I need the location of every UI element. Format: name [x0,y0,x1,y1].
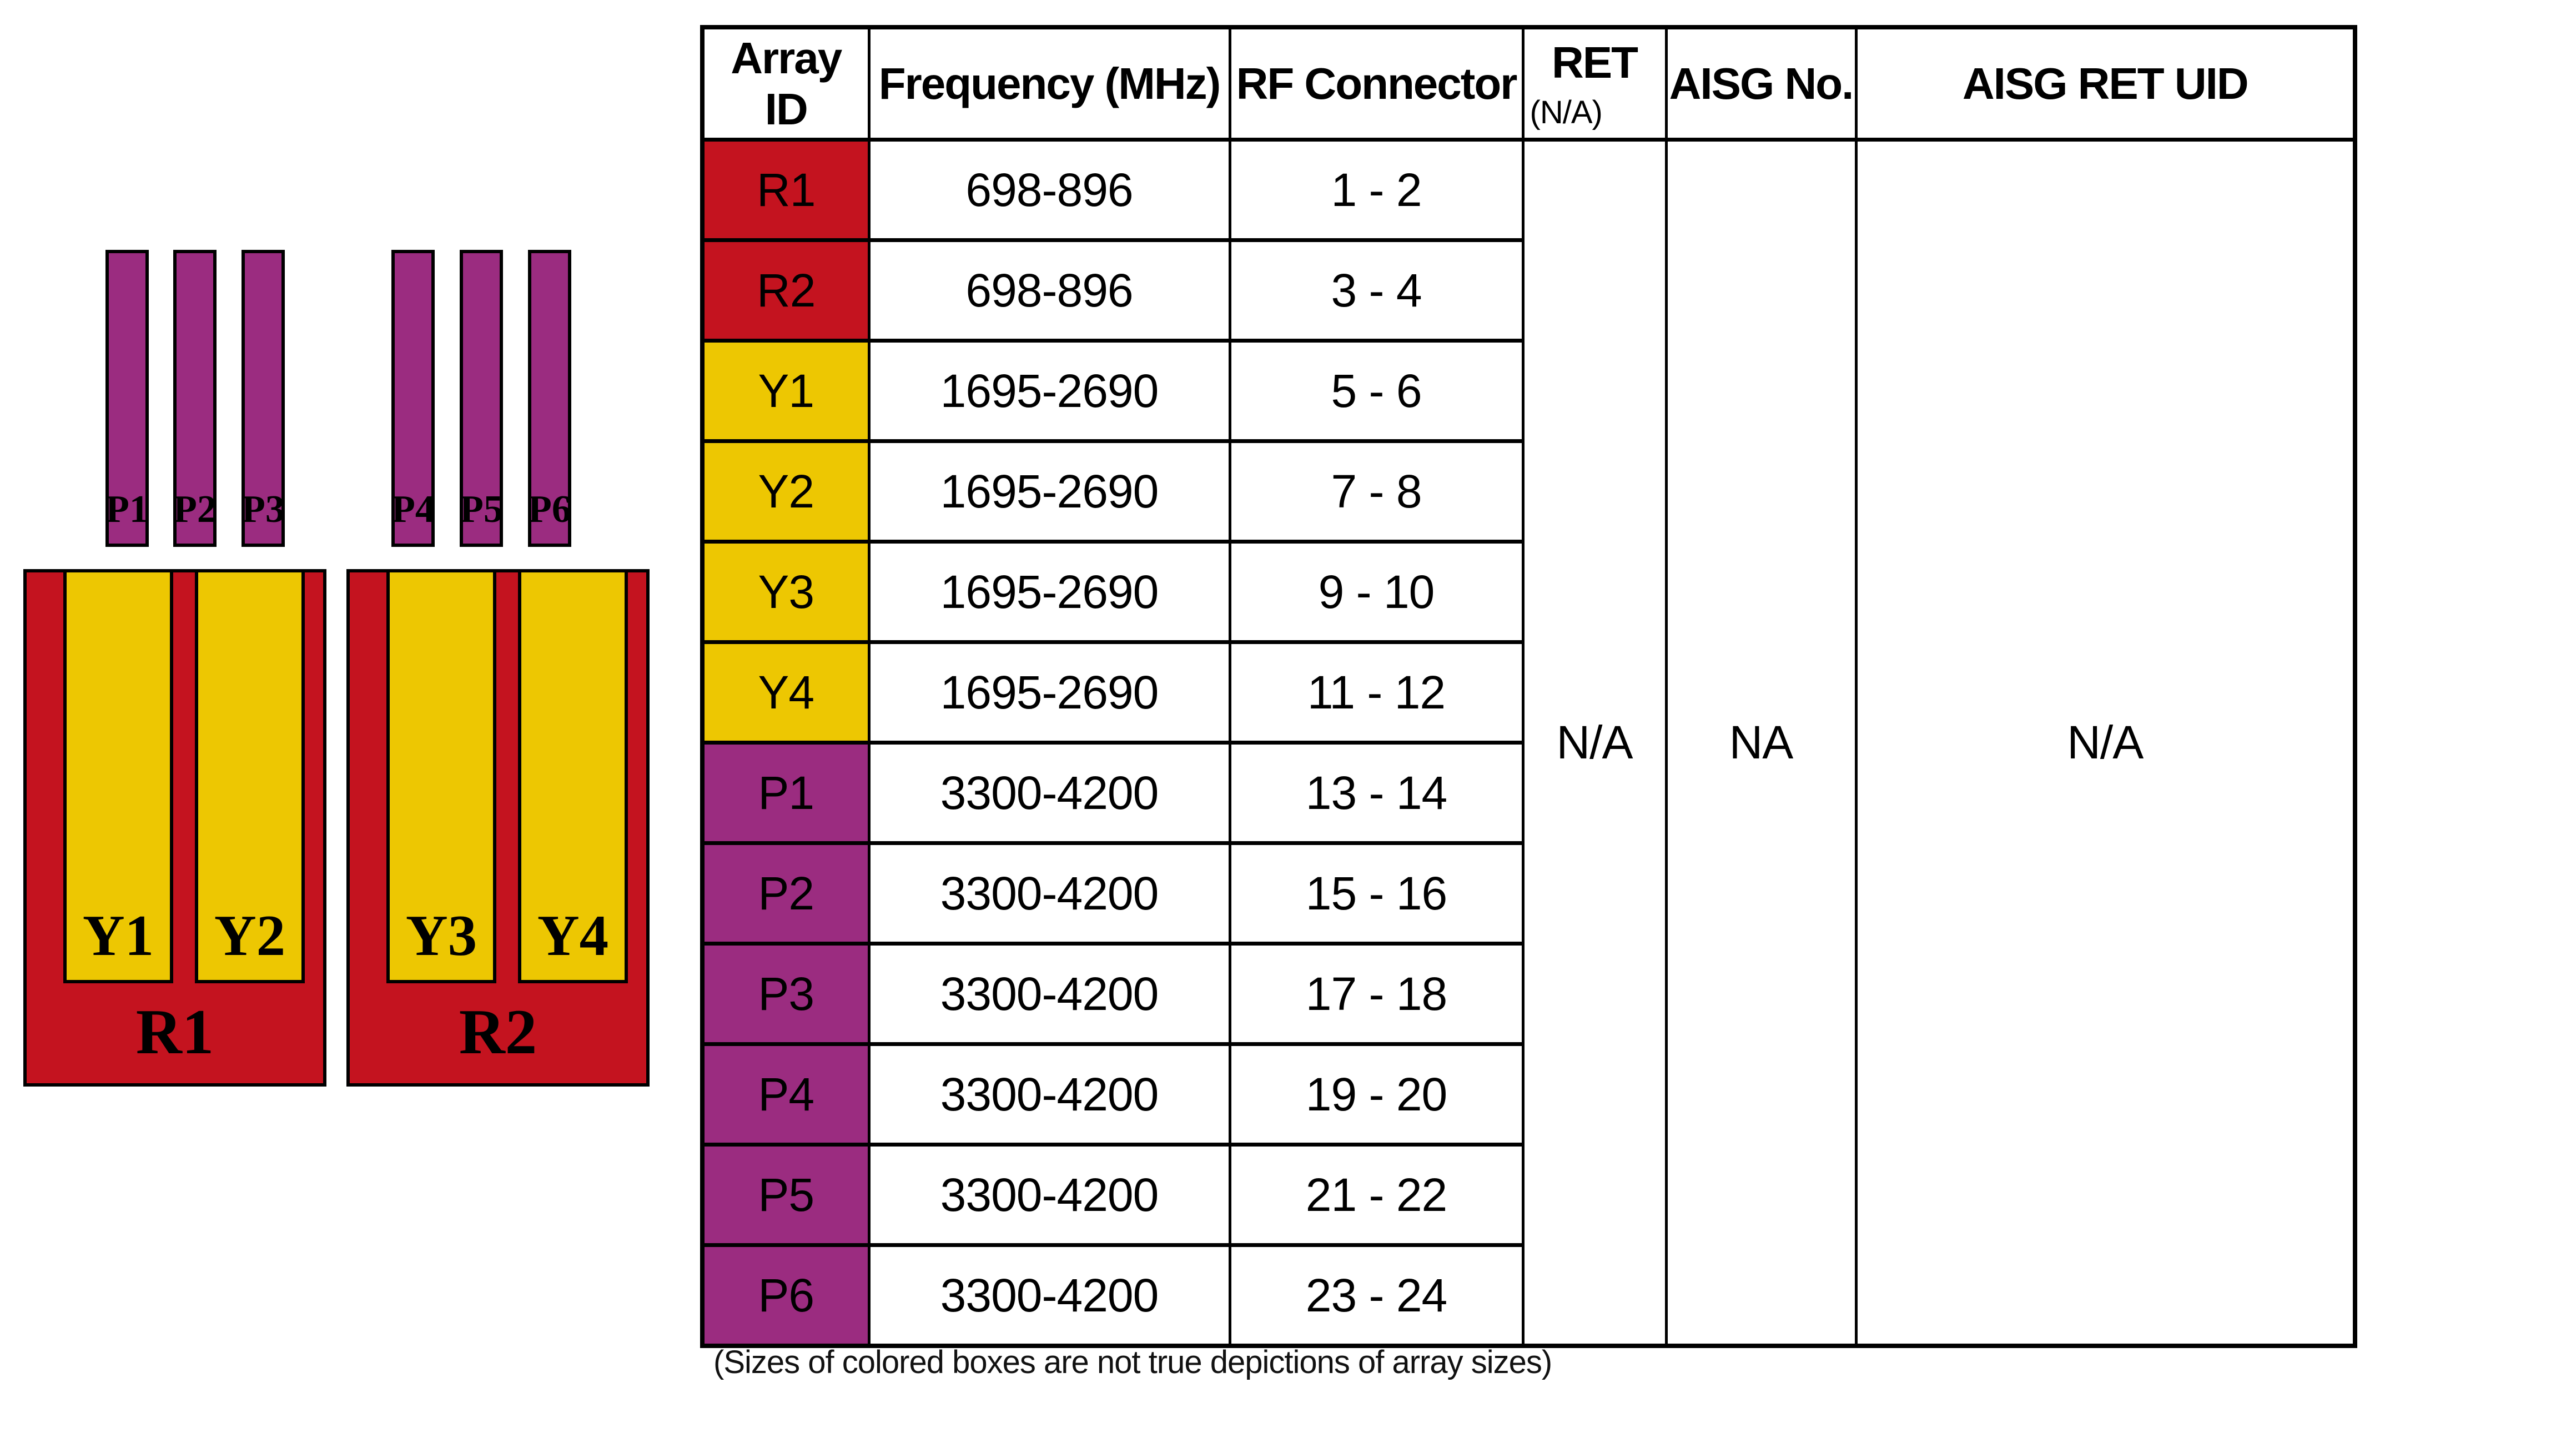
array-label-y4: Y4 [537,903,609,968]
header-array-id: Array ID [701,25,871,142]
cell-rf-connector: 7 - 8 [1228,439,1525,544]
array-label-p1: P1 [105,488,149,531]
cell-rf-connector: 19 - 20 [1228,1042,1525,1147]
array-box-p6: P6 [528,250,571,547]
cell-array-id: R2 [701,238,871,343]
array-box-y1: Y1 [63,572,173,983]
array-box-y2: Y2 [195,572,305,983]
array-box-p3: P3 [242,250,285,547]
cell-frequency: 3300-4200 [867,1042,1231,1147]
table-row: R1 698-896 1 - 2 N/A NA N/A [701,138,2357,1348]
header-ret-subtitle: (N/A) [1530,94,1603,130]
table-row: P5 3300-4200 21 - 22 [701,1143,2355,1247]
table-row: P3 3300-4200 17 - 18 [701,942,2355,1046]
cell-array-id: P3 [701,942,871,1046]
figure-caption: (Sizes of colored boxes are not true dep… [713,1344,1552,1380]
cell-rf-connector: 9 - 10 [1228,540,1525,644]
header-frequency: Frequency (MHz) [867,25,1231,142]
antenna-array-diagram: P1 P2 P3 P4 P5 P6 Y1 Y2 R1 Y3 [0,0,694,1166]
array-box-y4: Y4 [518,572,628,983]
cell-rf-connector: 3 - 4 [1228,238,1525,343]
cell-frequency: 698-896 [867,238,1231,343]
array-box-p1: P1 [105,250,149,547]
cell-array-id: P6 [701,1243,871,1348]
cell-rf-connector: 15 - 16 [1228,841,1525,946]
array-box-p5: P5 [460,250,503,547]
array-label-r2: R2 [459,996,537,1067]
cell-array-id: R1 [701,138,871,242]
array-box-p4: P4 [391,250,435,547]
cell-frequency: 1695-2690 [867,339,1231,443]
header-rf-connector: RF Connector [1228,25,1525,142]
cell-rf-connector: 11 - 12 [1228,640,1525,745]
cell-rf-connector: 5 - 6 [1228,339,1525,443]
cell-array-id: P1 [701,741,871,845]
cell-array-id: P2 [701,841,871,946]
cell-frequency: 1695-2690 [867,439,1231,544]
array-label-p6: P6 [528,488,571,531]
table-header-row: Array ID Frequency (MHz) RF Connector RE… [701,25,2357,142]
array-label-y1: Y1 [82,903,154,968]
header-ret: RET (N/A) [1521,25,1668,142]
array-label-p3: P3 [242,488,285,531]
cell-frequency: 3300-4200 [867,942,1231,1046]
cell-rf-connector: 1 - 2 [1228,138,1525,242]
array-label-p2: P2 [173,488,217,531]
cell-array-id: P5 [701,1143,871,1247]
cell-rf-connector: 23 - 24 [1228,1243,1525,1348]
cell-frequency: 1695-2690 [867,540,1231,644]
array-label-y2: Y2 [214,903,286,968]
array-label-p5: P5 [460,488,503,531]
cell-frequency: 698-896 [867,138,1231,242]
header-ret-title: RET [1552,38,1638,87]
array-box-y3: Y3 [386,572,496,983]
table-row: P1 3300-4200 13 - 14 [701,741,2355,845]
cell-aisg-no-merged: NA [1664,138,1858,1348]
array-label-r1: R1 [135,996,214,1067]
cell-ret-merged: N/A [1521,138,1668,1348]
array-spec-table: Array ID Frequency (MHz) RF Connector RE… [700,25,2357,1348]
table-row: R2 698-896 3 - 4 [701,238,2355,343]
cell-array-id: Y4 [701,640,871,745]
cell-frequency: 3300-4200 [867,841,1231,946]
table-row: P4 3300-4200 19 - 20 [701,1042,2355,1147]
cell-rf-connector: 21 - 22 [1228,1143,1525,1247]
table-row: P6 3300-4200 23 - 24 [701,1243,2355,1348]
table-row: Y3 1695-2690 9 - 10 [701,540,2355,644]
cell-array-id: Y3 [701,540,871,644]
header-aisg-no: AISG No. [1664,25,1858,142]
table-row: Y4 1695-2690 11 - 12 [701,640,2355,745]
cell-array-id: Y1 [701,339,871,443]
cell-array-id: P4 [701,1042,871,1147]
table-row: Y1 1695-2690 5 - 6 [701,339,2355,443]
cell-frequency: 3300-4200 [867,1243,1231,1348]
cell-frequency: 1695-2690 [867,640,1231,745]
array-box-r2: Y3 Y4 R2 [346,569,650,1087]
array-label-y3: Y3 [405,903,477,968]
cell-array-id: Y2 [701,439,871,544]
cell-frequency: 3300-4200 [867,1143,1231,1247]
header-aisg-ret-uid: AISG RET UID [1854,25,2357,142]
table-row: P2 3300-4200 15 - 16 [701,841,2355,946]
cell-aisg-ret-uid-merged: N/A [1854,138,2357,1348]
array-box-p2: P2 [173,250,217,547]
cell-rf-connector: 17 - 18 [1228,942,1525,1046]
table-row: Y2 1695-2690 7 - 8 [701,439,2355,544]
array-box-r1: Y1 Y2 R1 [23,569,326,1087]
cell-frequency: 3300-4200 [867,741,1231,845]
cell-rf-connector: 13 - 14 [1228,741,1525,845]
array-label-p4: P4 [391,488,435,531]
